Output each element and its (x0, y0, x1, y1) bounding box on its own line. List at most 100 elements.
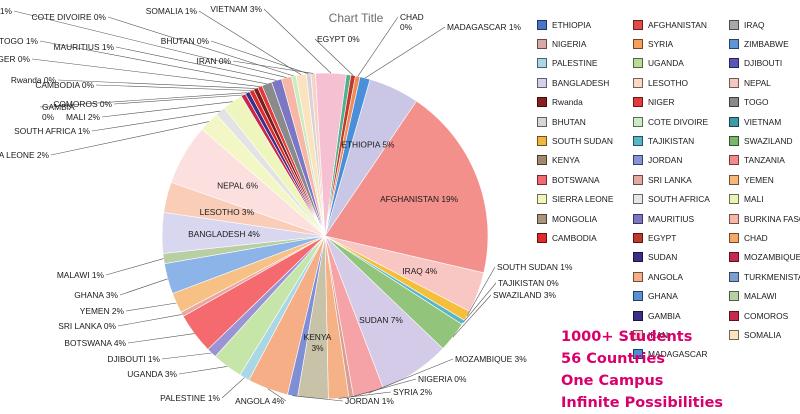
leader-line (50, 121, 209, 156)
slice-label-iran: IRAN 0% (197, 56, 232, 66)
legend-label: ANGOLA (648, 271, 683, 282)
legend-label: TAJIKISTAN (648, 136, 695, 147)
legend-label: SWAZILAND (744, 136, 793, 147)
legend-item: MOZAMBIQUE (729, 249, 800, 266)
slice-label-cambodia: CAMBODIA 0% (35, 80, 94, 90)
legend-item: KENYA (537, 152, 633, 169)
leader-line (267, 388, 287, 402)
legend-item: MONGOLIA (537, 210, 633, 227)
legend-swatch (729, 97, 739, 108)
slice-label-egypt: EGYPT 0% (317, 34, 360, 44)
slice-label-sierra-leone: SIERRA LEONE 2% (0, 150, 50, 160)
legend-label: ZIMBABWE (744, 39, 789, 50)
legend-item: LESOTHO (633, 74, 729, 91)
legend-swatch (633, 77, 643, 88)
legend-swatch (537, 232, 547, 243)
chart-title: Chart Title (329, 11, 384, 25)
legend-label: GHANA (648, 291, 678, 302)
legend-label: BOTSWANA (552, 174, 600, 185)
slice-label-ethiopia: ETHIOPIA 5% (341, 140, 395, 150)
legend-item: BHUTAN (537, 113, 633, 130)
slice-label-cote-divoire: COTE DIVOIRE 0% (32, 12, 107, 22)
slice-label-gambia: GAMBIA 0% (42, 102, 75, 122)
legend-swatch (633, 271, 643, 282)
legend-item: COMOROS (729, 307, 800, 324)
legend-swatch (729, 155, 739, 166)
legend-label: MADAGASCAR (648, 349, 708, 360)
legend-item: COTE DIVOIRE (633, 113, 729, 130)
legend-item: NIGERIA (537, 35, 633, 52)
leader-line (221, 377, 245, 399)
legend-swatch (633, 232, 643, 243)
legend-item (537, 268, 633, 285)
legend-swatch (633, 310, 643, 321)
leader-line (107, 16, 294, 77)
legend-swatch (633, 155, 643, 166)
legend-item: SOMALIA (729, 326, 800, 343)
legend-item: MADAGASCAR (633, 346, 729, 363)
legend-item: IRAN (633, 326, 729, 343)
leader-line (368, 358, 454, 394)
legend-item: SIERRA LEONE (537, 191, 633, 208)
legend-label: SOMALIA (744, 329, 782, 340)
legend-label: PALESTINE (552, 58, 598, 69)
legend-item: PALESTINE (537, 55, 633, 72)
legend-swatch (537, 174, 547, 185)
slice-label-nigeria: NIGERIA 0% (418, 374, 467, 384)
legend-swatch (633, 291, 643, 302)
legend-item: GAMBIA (633, 307, 729, 324)
pie-slice-madagascar (324, 76, 371, 237)
legend: ETHIOPIA AFGHANISTAN IRAQ NIGERIA SYRIA ZIMBA… (537, 16, 800, 363)
legend-label: SYRIA (648, 39, 674, 50)
legend-label: KENYA (552, 155, 580, 166)
legend-item: ANGOLA (633, 268, 729, 285)
pie-slices (161, 72, 489, 400)
legend-item: JORDAN (633, 152, 729, 169)
legend-label: Rwanda (552, 97, 583, 108)
legend-swatch (729, 291, 739, 302)
leader-line (364, 26, 446, 79)
slice-label-togo: TOGO 1% (0, 36, 39, 46)
legend-item: BANGLADESH (537, 74, 633, 91)
legend-swatch (537, 58, 547, 69)
leader-line (161, 352, 212, 360)
legend-label: YEMEN (744, 174, 774, 185)
legend-swatch (537, 77, 547, 88)
leader-line (263, 8, 332, 74)
slice-label-uganda: UGANDA 3% (127, 369, 177, 379)
legend-swatch (729, 174, 739, 185)
legend-label: CAMBODIA (552, 232, 597, 243)
legend-swatch (537, 97, 547, 108)
legend-item: Rwanda (537, 94, 633, 111)
slice-label-jordan: JORDAN 1% (345, 396, 394, 406)
leader-line (105, 258, 164, 276)
legend-item: VIETNAM (729, 113, 800, 130)
legend-item: MAURITIUS (633, 210, 729, 227)
slice-label-somalia: SOMALIA 1% (146, 6, 198, 16)
slice-label-comoros: COMOROS 0% (53, 99, 112, 109)
leader-line (31, 58, 260, 87)
slice-label-sudan: SUDAN 7% (359, 315, 403, 325)
leader-line (232, 60, 314, 74)
legend-label: SUDAN (648, 252, 678, 263)
legend-swatch (537, 155, 547, 166)
legend-label: GAMBIA (648, 310, 681, 321)
legend-swatch (537, 213, 547, 224)
legend-item: MALAWI (729, 287, 800, 304)
legend-item (537, 287, 633, 304)
slice-label-tajikistan: TAJIKISTAN 0% (498, 278, 559, 288)
legend-swatch (633, 252, 643, 263)
slice-label-iraq: IRAQ 4% (402, 266, 437, 276)
legend-swatch (633, 19, 643, 30)
legend-item: SOUTH SUDAN (537, 132, 633, 149)
legend-label: AFGHANISTAN (648, 19, 707, 30)
legend-label: SRI LANKA (648, 174, 692, 185)
legend-label: BURKINA FASO (744, 213, 800, 224)
slice-label-djibouti: DJIBOUTI 1% (107, 354, 160, 364)
legend-label: MALI (744, 194, 764, 205)
leader-line (119, 278, 168, 296)
legend-label: NIGER (648, 97, 675, 108)
legend-label: MOZAMBIQUE (744, 252, 800, 263)
leader-line (198, 10, 302, 76)
